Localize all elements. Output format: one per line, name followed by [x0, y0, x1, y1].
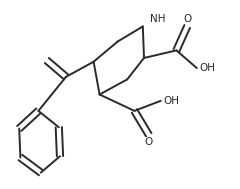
Text: OH: OH: [163, 96, 179, 106]
Text: O: O: [183, 14, 191, 24]
Text: OH: OH: [199, 63, 215, 73]
Text: NH: NH: [150, 14, 166, 24]
Text: O: O: [145, 137, 153, 147]
